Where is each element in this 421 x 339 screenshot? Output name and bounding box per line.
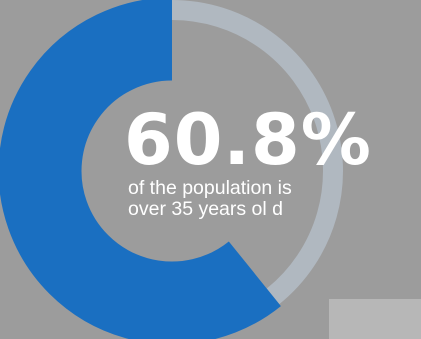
corner-panel xyxy=(329,299,421,339)
caption-line-1: of the population is xyxy=(128,177,292,199)
donut-slice-remaining xyxy=(171,0,343,305)
donut-slice-over-35 xyxy=(0,0,281,339)
chart-caption: of the population is over 35 years ol d xyxy=(128,178,408,220)
caption-line-2: over 35 years ol d xyxy=(128,198,284,220)
percentage-value: 60.8% xyxy=(124,99,372,181)
